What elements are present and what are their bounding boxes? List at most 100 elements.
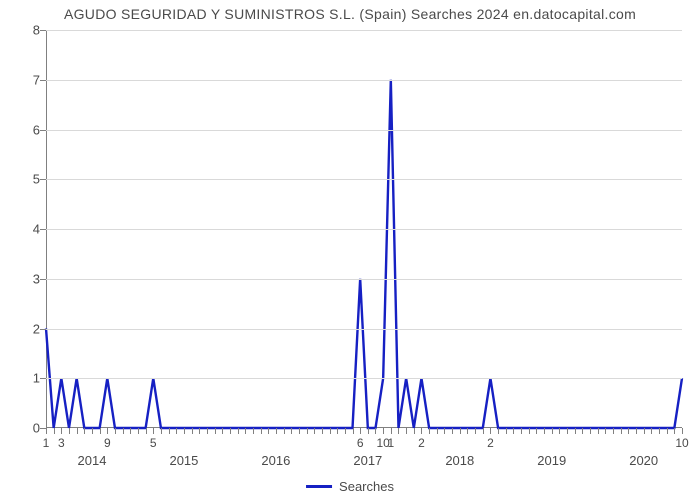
x-point-label: 3 xyxy=(58,436,65,450)
x-point-label: 5 xyxy=(150,436,157,450)
x-tick-mark xyxy=(215,428,216,434)
y-tick-mark xyxy=(40,179,46,180)
y-tick-mark xyxy=(40,378,46,379)
x-tick-mark xyxy=(375,428,376,434)
x-tick-mark xyxy=(199,428,200,434)
y-tick-mark xyxy=(40,30,46,31)
y-tick-mark xyxy=(40,130,46,131)
x-tick-mark xyxy=(605,428,606,434)
y-tick-label: 4 xyxy=(20,222,40,237)
x-tick-mark xyxy=(115,428,116,434)
x-tick-mark xyxy=(61,428,62,434)
x-year-label: 2017 xyxy=(353,453,382,468)
x-tick-mark xyxy=(261,428,262,434)
x-year-label: 2019 xyxy=(537,453,566,468)
y-tick-label: 8 xyxy=(20,23,40,38)
y-tick-mark xyxy=(40,329,46,330)
x-tick-mark xyxy=(161,428,162,434)
x-tick-mark xyxy=(467,428,468,434)
y-tick-mark xyxy=(40,279,46,280)
x-tick-mark xyxy=(54,428,55,434)
x-tick-mark xyxy=(322,428,323,434)
x-tick-mark xyxy=(84,428,85,434)
x-tick-mark xyxy=(521,428,522,434)
x-tick-mark xyxy=(383,428,384,434)
x-tick-mark xyxy=(153,428,154,434)
x-tick-mark xyxy=(513,428,514,434)
x-tick-mark xyxy=(552,428,553,434)
y-tick-label: 0 xyxy=(20,421,40,436)
x-tick-mark xyxy=(276,428,277,434)
x-tick-mark xyxy=(682,428,683,434)
x-tick-mark xyxy=(314,428,315,434)
x-tick-mark xyxy=(368,428,369,434)
x-tick-mark xyxy=(184,428,185,434)
chart-title: AGUDO SEGURIDAD Y SUMINISTROS S.L. (Spai… xyxy=(0,6,700,22)
x-tick-mark xyxy=(207,428,208,434)
x-tick-mark xyxy=(245,428,246,434)
grid-line xyxy=(46,130,682,131)
x-point-label: 6 xyxy=(357,436,364,450)
y-tick-label: 5 xyxy=(20,172,40,187)
grid-line xyxy=(46,279,682,280)
grid-line xyxy=(46,30,682,31)
x-tick-mark xyxy=(475,428,476,434)
x-tick-mark xyxy=(360,428,361,434)
x-tick-mark xyxy=(429,428,430,434)
y-tick-label: 2 xyxy=(20,321,40,336)
x-year-label: 2016 xyxy=(261,453,290,468)
x-tick-mark xyxy=(100,428,101,434)
x-tick-mark xyxy=(452,428,453,434)
x-tick-mark xyxy=(176,428,177,434)
grid-line xyxy=(46,80,682,81)
x-tick-mark xyxy=(337,428,338,434)
x-tick-mark xyxy=(284,428,285,434)
x-tick-mark xyxy=(123,428,124,434)
x-tick-mark xyxy=(636,428,637,434)
x-tick-mark xyxy=(460,428,461,434)
x-year-label: 2015 xyxy=(169,453,198,468)
x-point-label: 10 xyxy=(675,436,688,450)
x-tick-mark xyxy=(544,428,545,434)
x-tick-mark xyxy=(529,428,530,434)
x-tick-mark xyxy=(613,428,614,434)
legend: Searches xyxy=(306,479,394,494)
x-tick-mark xyxy=(46,428,47,434)
x-tick-mark xyxy=(169,428,170,434)
x-tick-mark xyxy=(192,428,193,434)
x-tick-mark xyxy=(659,428,660,434)
x-point-label: 1 xyxy=(43,436,50,450)
grid-line xyxy=(46,329,682,330)
x-tick-mark xyxy=(498,428,499,434)
x-tick-mark xyxy=(146,428,147,434)
x-tick-mark xyxy=(92,428,93,434)
y-tick-mark xyxy=(40,80,46,81)
x-tick-mark xyxy=(345,428,346,434)
y-tick-mark xyxy=(40,229,46,230)
x-tick-mark xyxy=(230,428,231,434)
x-tick-mark xyxy=(674,428,675,434)
x-year-label: 2020 xyxy=(629,453,658,468)
x-year-label: 2018 xyxy=(445,453,474,468)
x-year-label: 2014 xyxy=(78,453,107,468)
y-tick-label: 3 xyxy=(20,271,40,286)
x-point-label: 1 xyxy=(387,436,394,450)
x-tick-mark xyxy=(107,428,108,434)
x-tick-mark xyxy=(437,428,438,434)
x-point-label: 2 xyxy=(418,436,425,450)
x-tick-mark xyxy=(567,428,568,434)
x-tick-mark xyxy=(621,428,622,434)
x-tick-mark xyxy=(651,428,652,434)
plot-area: 0123456781395610122102014201520162017201… xyxy=(46,30,682,428)
x-tick-mark xyxy=(299,428,300,434)
x-tick-mark xyxy=(238,428,239,434)
x-tick-mark xyxy=(353,428,354,434)
x-tick-mark xyxy=(559,428,560,434)
legend-swatch xyxy=(306,485,332,488)
x-tick-mark xyxy=(490,428,491,434)
x-tick-mark xyxy=(307,428,308,434)
x-tick-mark xyxy=(138,428,139,434)
x-tick-mark xyxy=(406,428,407,434)
x-tick-mark xyxy=(582,428,583,434)
legend-label: Searches xyxy=(339,479,394,494)
